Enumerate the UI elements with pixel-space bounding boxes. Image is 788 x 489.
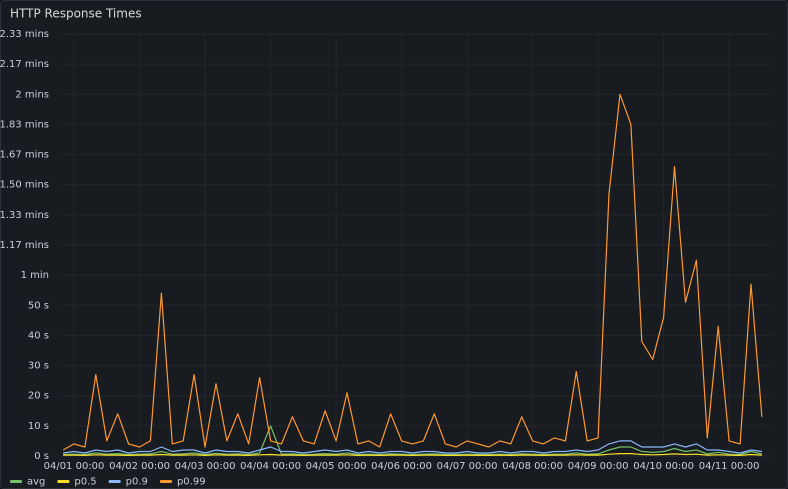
- y-tick-label: 50 s: [28, 300, 49, 311]
- series-line: [62, 93, 763, 451]
- x-tick-label: 04/08 00:00: [502, 461, 563, 472]
- legend-label: avg: [27, 477, 45, 488]
- x-tick-label: 04/11 00:00: [699, 461, 760, 472]
- x-tick-label: 04/06 00:00: [371, 461, 432, 472]
- legend-label: p0.5: [74, 477, 96, 488]
- legend-swatch: [108, 480, 121, 483]
- x-tick-label: 04/01 00:00: [44, 461, 105, 472]
- legend-swatch: [159, 480, 172, 483]
- y-tick-label: 1.50 mins: [0, 180, 49, 191]
- y-tick-label: 30 s: [28, 361, 49, 372]
- x-tick-label: 04/05 00:00: [306, 461, 367, 472]
- y-tick-label: 2.17 mins: [0, 59, 49, 70]
- panel-title: HTTP Response Times: [10, 7, 142, 21]
- x-tick-label: 04/07 00:00: [437, 461, 498, 472]
- y-tick-label: 1.83 mins: [0, 119, 49, 130]
- y-tick-label: 0 s: [34, 451, 49, 462]
- y-tick-label: 40 s: [28, 330, 49, 341]
- y-tick-label: 1 min: [21, 270, 49, 281]
- x-tick-label: 04/09 00:00: [568, 461, 629, 472]
- series-line: [63, 453, 762, 456]
- y-tick-label: 1.17 mins: [0, 240, 49, 251]
- legend-swatch: [57, 480, 70, 483]
- x-tick-label: 04/10 00:00: [633, 461, 694, 472]
- legend-label: p0.9: [126, 477, 148, 488]
- y-tick-label: 2.33 mins: [0, 29, 49, 40]
- x-tick-label: 04/02 00:00: [109, 461, 170, 472]
- x-tick-label: 04/04 00:00: [240, 461, 301, 472]
- legend-swatch: [10, 480, 22, 483]
- series-line: [63, 440, 762, 454]
- y-tick-label: 20 s: [28, 391, 49, 402]
- series-line: [63, 425, 763, 456]
- x-tick-label: 04/03 00:00: [175, 461, 236, 472]
- y-tick-label: 1.67 mins: [0, 150, 49, 161]
- y-tick-label: 10 s: [28, 421, 49, 432]
- y-tick-label: 2 mins: [15, 89, 49, 100]
- y-tick-label: 1.33 mins: [0, 210, 49, 221]
- legend-label: p0.99: [177, 477, 206, 488]
